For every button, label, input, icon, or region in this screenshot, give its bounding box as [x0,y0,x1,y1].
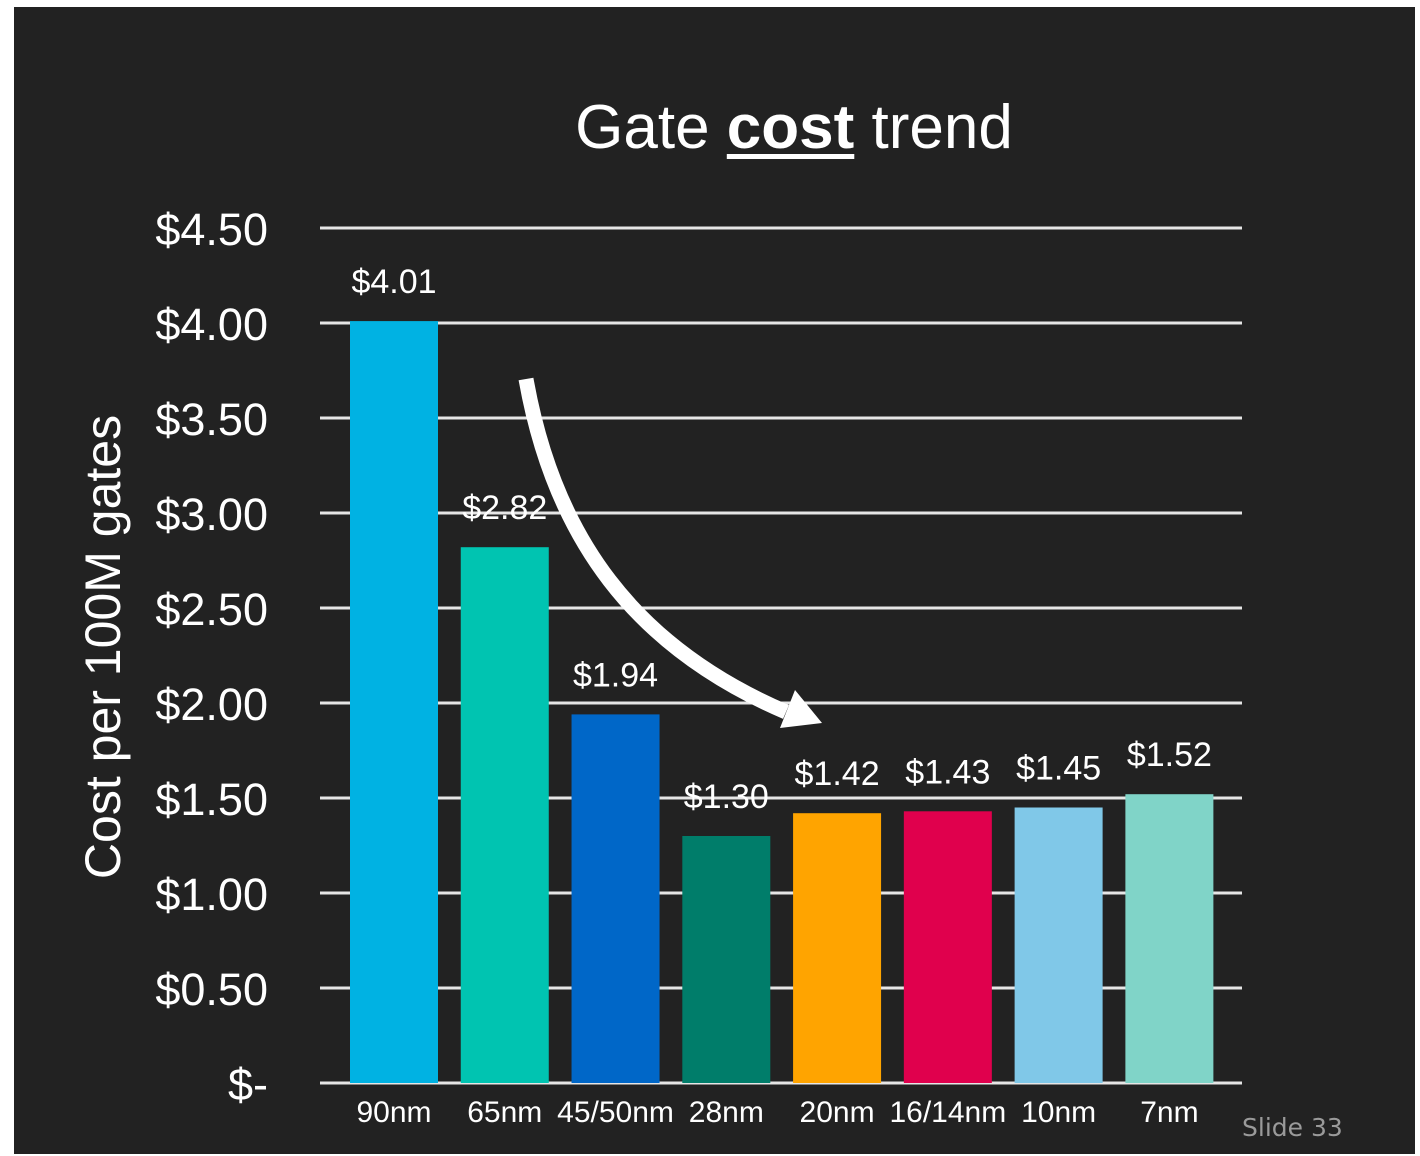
chart-title: Gate cost trend [14,92,1420,163]
y-axis-ticks: $- $0.50 $1.00 $1.50 $2.00 $2.50 $3.00 $3.50 $4.… [155,204,268,1110]
bar [571,714,660,1083]
y-tick-label: $1.00 [155,869,268,920]
title-part-emphasis: cost [726,93,855,162]
bar [350,321,438,1084]
title-part-3: trend [854,93,1013,162]
data-label: $1.52 [1127,736,1212,774]
trend-arrow-shaft [518,377,789,719]
title-part-1: Gate [575,93,727,162]
data-label: $1.45 [1016,750,1101,788]
x-tick-label: 90nm [356,1096,431,1129]
downward-trend-arrow [518,377,822,728]
y-tick-label: $3.50 [155,394,268,445]
y-tick-label: $- [228,1059,268,1110]
y-tick-label: $3.00 [155,489,268,540]
data-label: $1.94 [573,656,658,694]
y-tick-label: $2.50 [155,584,268,635]
data-labels: $4.01 $2.82 $1.94 $1.30 $1.42 $1.43 $1.45 $1.52 [351,263,1211,816]
gridlines [320,226,1242,1085]
bars [350,321,1214,1084]
bar [1014,807,1103,1083]
slide-background: Gate cost trend $- $0.50 $1.00 $1.50 $2.00 $2… [14,7,1415,1154]
slide-number: Slide 33 [1242,1113,1343,1142]
bar [682,836,771,1083]
x-tick-label: 20nm [800,1096,875,1129]
data-label: $1.43 [905,753,990,791]
x-tick-label: 7nm [1140,1096,1198,1129]
x-axis-ticks: 90nm 65nm 45/50nm 28nm 20nm 16/14nm 10nm 7nm [356,1096,1198,1129]
x-tick-label: 65nm [467,1096,542,1129]
y-tick-label: $1.50 [155,774,268,825]
bar [1125,794,1214,1083]
bar [903,811,992,1083]
bar [460,547,549,1083]
data-label: $2.82 [462,489,547,527]
y-tick-label: $0.50 [155,964,268,1015]
bar [793,813,882,1083]
data-label: $4.01 [351,263,436,301]
data-label: $1.42 [795,755,880,793]
x-tick-label: 45/50nm [557,1096,674,1129]
trend-arrow-head [780,690,822,728]
data-label: $1.30 [684,778,769,816]
x-tick-label: 28nm [689,1096,764,1129]
x-tick-label: 16/14nm [889,1096,1006,1129]
y-tick-label: $2.00 [155,679,268,730]
y-axis-label: Cost per 100M gates [75,415,131,879]
x-tick-label: 10nm [1021,1096,1096,1129]
y-tick-label: $4.00 [155,299,268,350]
y-tick-label: $4.50 [155,204,268,255]
gate-cost-bar-chart: $- $0.50 $1.00 $1.50 $2.00 $2.50 $3.00 $3.50 $4.… [75,204,1242,1129]
